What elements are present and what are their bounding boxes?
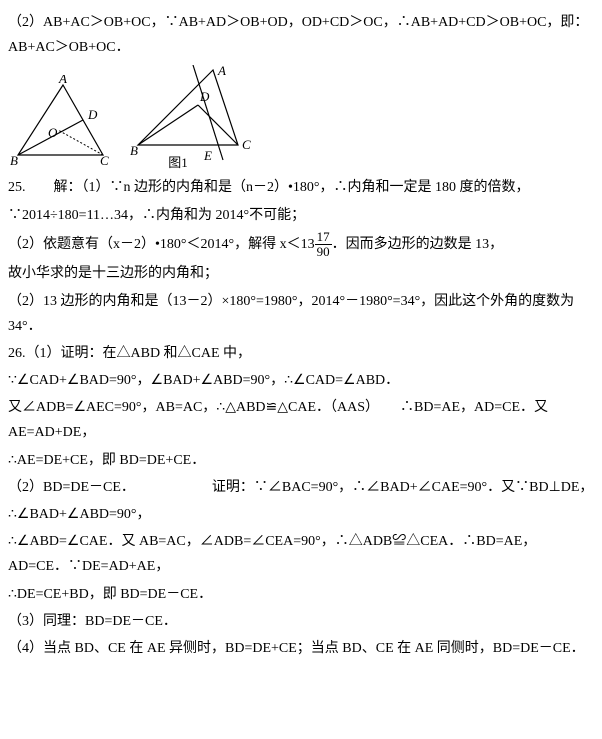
d1-C: C	[100, 153, 109, 168]
q25-fraction: 1790	[315, 230, 332, 260]
q26-line3: 又∠ADB=∠AEC=90°，AB=AC，∴△ABD≌△CAE．（AAS） ∴B…	[8, 395, 594, 445]
q25-line1: 25. 解：（1）∵n 边形的内角和是（n－2）•180°，∴内角和一定是 18…	[8, 175, 594, 200]
q25-line3b: ．因而多边形的边数是 13，	[332, 237, 504, 252]
p2-line1: （2）AB+AC＞OB+OC，∵AB+AD＞OB+OD，OD+CD＞OC，∴AB…	[8, 10, 594, 60]
d1-B: B	[10, 153, 18, 168]
d1-A: A	[58, 75, 67, 86]
q26-line9: （3）同理：BD=DE－CE．	[8, 609, 594, 634]
diagram-1: A B C D O	[8, 75, 118, 170]
d1-D: D	[87, 107, 98, 122]
q26-line2: ∵∠CAD+∠BAD=90°，∠BAD+∠ABD=90°，∴∠CAD=∠ABD．	[8, 368, 594, 393]
d2-C: C	[242, 137, 251, 152]
q25-line4: 故小华求的是十三边形的内角和；	[8, 261, 594, 286]
d2-caption: 图1	[168, 155, 188, 170]
q25-frac-den: 90	[315, 245, 332, 259]
d2-B: B	[130, 143, 138, 158]
q26-line8: ∴DE=CE+BD，即 BD=DE－CE．	[8, 582, 594, 607]
q26-line1: 26.（1）证明：在△ABD 和△CAE 中，	[8, 341, 594, 366]
q26-line4: ∴AE=DE+CE，即 BD=DE+CE．	[8, 448, 594, 473]
q25-frac-num: 17	[315, 230, 332, 245]
q25-line2: ∵2014÷180=11…34，∴内角和为 2014°不可能；	[8, 203, 594, 228]
d2-E: E	[203, 148, 212, 163]
d1-O: O	[48, 125, 58, 140]
d2-A: A	[217, 65, 226, 78]
diagram-2: A B C D E 图1	[128, 65, 258, 170]
q26-line6: ∴∠BAD+∠ABD=90°，	[8, 502, 594, 527]
q25-line5: （2）13 边形的内角和是（13－2）×180°=1980°，2014°－198…	[8, 289, 594, 339]
q26-line10: （4）当点 BD、CE 在 AE 异侧时，BD=DE+CE；当点 BD、CE 在…	[8, 636, 594, 661]
d2-D: D	[199, 89, 210, 104]
diagrams-row: A B C D O A B C D E 图1	[8, 65, 594, 170]
q25-line3a: （2）依题意有（x－2）•180°＜2014°，解得 x＜13	[8, 237, 315, 252]
q25-line3: （2）依题意有（x－2）•180°＜2014°，解得 x＜131790．因而多边…	[8, 230, 594, 260]
q26-line5: （2）BD=DE－CE． 证明：∵∠BAC=90°，∴∠BAD+∠CAE=90°…	[8, 475, 594, 500]
q26-line7: ∴∠ABD=∠CAE．又 AB=AC，∠ADB=∠CEA=90°，∴△ADB≌△…	[8, 529, 594, 579]
